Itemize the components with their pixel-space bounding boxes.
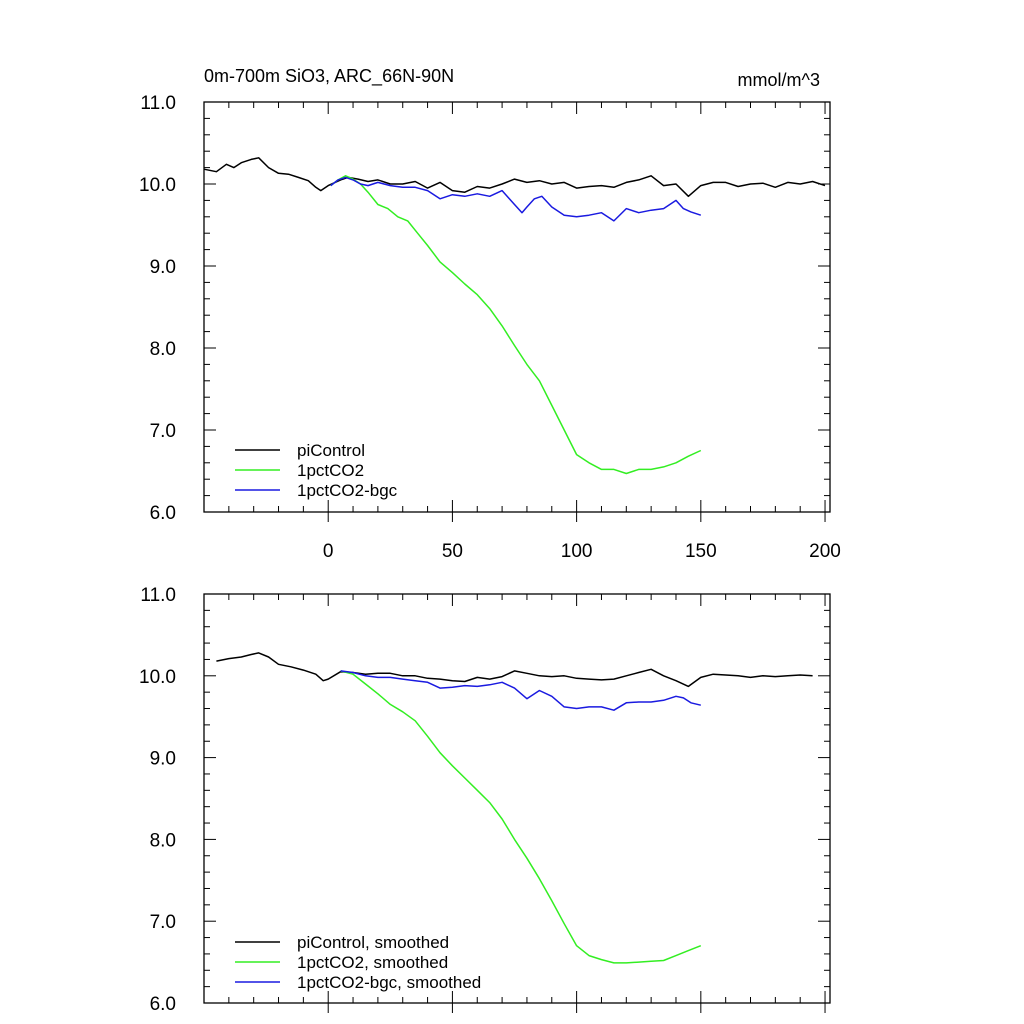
y-tick-label: 10.0 — [139, 175, 176, 196]
y-tick-label: 7.0 — [150, 912, 176, 933]
y-tick-label: 6.0 — [150, 994, 176, 1015]
legend-label: 1pctCO2 — [297, 461, 364, 480]
series-line-1 — [216, 652, 813, 688]
y-tick-label: 11.0 — [140, 585, 176, 606]
y-tick-label: 8.0 — [150, 830, 176, 851]
y-tick-label: 10.0 — [139, 667, 176, 688]
series-line-2 — [330, 175, 702, 475]
x-tick-label: 150 — [685, 541, 717, 562]
y-tick-label: 9.0 — [150, 749, 176, 770]
x-tick-label: 50 — [442, 541, 463, 562]
legend-label: 1pctCO2, smoothed — [297, 953, 448, 972]
y-tick-label: 7.0 — [150, 421, 176, 442]
legend-label: piControl — [297, 441, 365, 460]
plot-frame — [203, 593, 831, 1004]
legend-label: 1pctCO2-bgc — [297, 481, 398, 500]
y-tick-label: 6.0 — [150, 503, 176, 524]
series-line-2 — [340, 670, 702, 964]
x-tick-label: 100 — [561, 541, 593, 562]
legend-label: piControl, smoothed — [297, 933, 449, 952]
series-line-1 — [203, 157, 826, 198]
x-tick-label: 200 — [809, 541, 841, 562]
series-line-3 — [330, 176, 702, 222]
y-tick-label: 9.0 — [150, 257, 176, 278]
series-line-3 — [340, 670, 701, 711]
chart-units: mmol/m^3 — [738, 70, 820, 90]
top-panel: 6.0 7.0 8.0 9.0 10.0 11.0 0 50 100 150 200 piContro… — [139, 93, 841, 562]
y-tick-label: 11.0 — [140, 93, 176, 114]
plot-frame — [203, 101, 831, 513]
legend-label: 1pctCO2-bgc, smoothed — [297, 973, 481, 992]
x-tick-label: 0 — [323, 541, 334, 562]
y-tick-label: 8.0 — [150, 339, 176, 360]
chart-title: 0m-700m SiO3, ARC_66N-90N — [204, 66, 454, 87]
